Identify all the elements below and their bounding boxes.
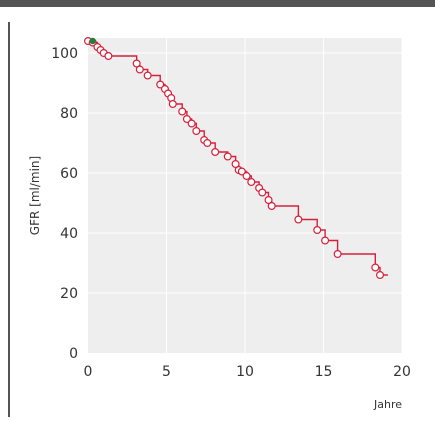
left-border-bar — [8, 22, 10, 417]
censor-marker — [178, 107, 187, 116]
top-border-bar — [0, 0, 435, 7]
x-tick-label: 15 — [315, 364, 333, 380]
y-tick-label: 40 — [60, 226, 78, 242]
censor-marker — [223, 152, 232, 161]
x-tick-label: 10 — [236, 364, 254, 380]
censor-marker — [333, 250, 342, 259]
censor-marker — [143, 71, 152, 80]
censor-marker — [182, 114, 191, 123]
tick-labels: 0 20 40 60 80 100 0 5 10 15 20 — [51, 46, 411, 380]
censor-marker — [267, 202, 276, 211]
censor-marker — [294, 215, 303, 224]
y-tick-label: 60 — [60, 166, 78, 182]
censor-marker — [242, 172, 251, 181]
censor-marker — [371, 263, 380, 272]
censor-marker — [156, 80, 165, 89]
x-tick-label: 5 — [162, 364, 171, 380]
x-tick-label: 20 — [393, 364, 411, 380]
censor-marker — [104, 51, 113, 60]
start-marker — [89, 37, 96, 45]
censor-marker — [258, 188, 267, 197]
y-tick-label: 100 — [51, 46, 78, 62]
y-tick-label: 20 — [60, 286, 78, 302]
series-layer — [83, 36, 388, 280]
censor-marker — [211, 148, 220, 157]
y-axis-label: GFR [ml/min] — [28, 156, 42, 235]
censor-marker — [247, 178, 256, 187]
censor-marker — [187, 119, 196, 128]
censor-marker — [376, 271, 385, 280]
censor-marker — [132, 59, 141, 68]
y-tick-label: 80 — [60, 106, 78, 122]
censor-marker — [203, 139, 212, 148]
censor-marker — [264, 196, 273, 205]
censor-marker — [321, 236, 330, 245]
censor-marker — [231, 160, 240, 169]
x-tick-label: 0 — [84, 364, 93, 380]
censor-marker — [313, 226, 322, 235]
y-tick-label: 0 — [69, 346, 78, 362]
censor-marker — [192, 126, 201, 135]
censor-marker — [237, 167, 246, 176]
x-axis-label: Jahre — [373, 398, 402, 411]
censor-marker — [168, 99, 177, 108]
censor-marker — [135, 65, 144, 74]
